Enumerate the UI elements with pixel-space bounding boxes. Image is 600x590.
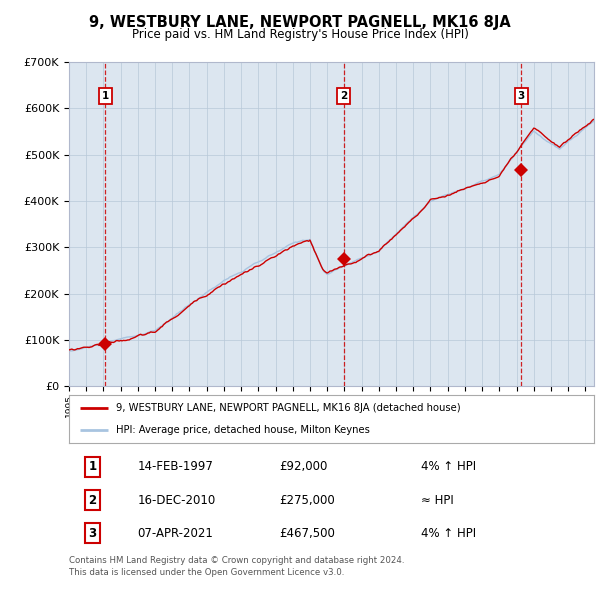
Text: HPI: Average price, detached house, Milton Keynes: HPI: Average price, detached house, Milt… xyxy=(116,425,370,435)
Text: ≈ HPI: ≈ HPI xyxy=(421,493,454,507)
Text: 07-APR-2021: 07-APR-2021 xyxy=(137,526,213,540)
Text: 9, WESTBURY LANE, NEWPORT PAGNELL, MK16 8JA (detached house): 9, WESTBURY LANE, NEWPORT PAGNELL, MK16 … xyxy=(116,403,461,413)
Text: This data is licensed under the Open Government Licence v3.0.: This data is licensed under the Open Gov… xyxy=(69,568,344,576)
Text: 1: 1 xyxy=(89,460,97,474)
Text: 4% ↑ HPI: 4% ↑ HPI xyxy=(421,526,476,540)
Text: 9, WESTBURY LANE, NEWPORT PAGNELL, MK16 8JA: 9, WESTBURY LANE, NEWPORT PAGNELL, MK16 … xyxy=(89,15,511,30)
Text: Contains HM Land Registry data © Crown copyright and database right 2024.: Contains HM Land Registry data © Crown c… xyxy=(69,556,404,565)
Text: 14-FEB-1997: 14-FEB-1997 xyxy=(137,460,213,474)
Text: £467,500: £467,500 xyxy=(279,526,335,540)
Text: 3: 3 xyxy=(518,91,525,101)
Text: 2: 2 xyxy=(340,91,347,101)
Text: 3: 3 xyxy=(89,526,97,540)
Text: £92,000: £92,000 xyxy=(279,460,328,474)
Text: £275,000: £275,000 xyxy=(279,493,335,507)
Text: 16-DEC-2010: 16-DEC-2010 xyxy=(137,493,215,507)
Text: Price paid vs. HM Land Registry's House Price Index (HPI): Price paid vs. HM Land Registry's House … xyxy=(131,28,469,41)
Text: 1: 1 xyxy=(102,91,109,101)
Text: 2: 2 xyxy=(89,493,97,507)
Text: 4% ↑ HPI: 4% ↑ HPI xyxy=(421,460,476,474)
